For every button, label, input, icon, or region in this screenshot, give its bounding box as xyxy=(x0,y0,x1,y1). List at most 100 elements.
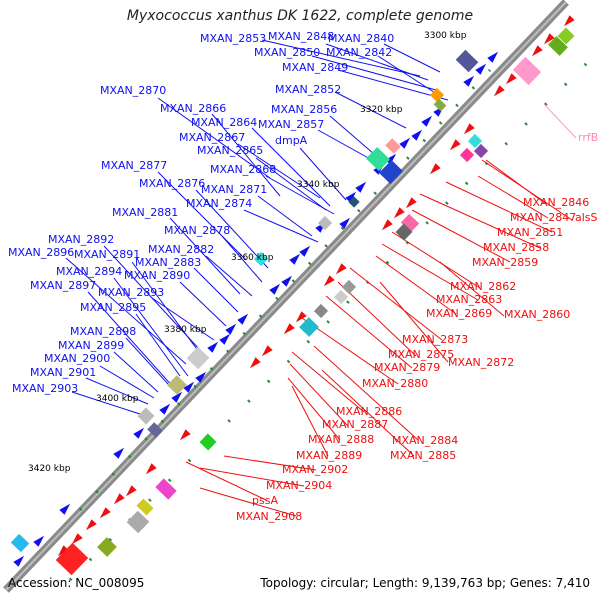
gene-label: MXAN_2847 xyxy=(510,211,576,224)
gene-label: MXAN_2901 xyxy=(30,366,96,379)
gene-label: alsS xyxy=(575,211,598,224)
label-connector xyxy=(169,217,241,295)
label-connector xyxy=(311,55,437,91)
label-connector xyxy=(221,235,263,283)
feature-block xyxy=(97,537,117,557)
label-connector xyxy=(543,103,577,139)
gene-label: MXAN_2873 xyxy=(402,333,468,346)
label-connector xyxy=(211,113,281,197)
gene-arrow xyxy=(269,283,281,295)
gene-label: MXAN_2870 xyxy=(100,84,166,97)
gene-label: MXAN_2858 xyxy=(483,241,549,254)
gene-label: MXAN_2852 xyxy=(275,83,341,96)
feature-block xyxy=(341,279,357,295)
feature-block xyxy=(365,146,391,172)
feature-block xyxy=(317,215,333,231)
gene-label: MXAN_2893 xyxy=(98,286,164,299)
gene-arrow xyxy=(323,275,335,287)
feature-block xyxy=(299,317,319,337)
gene-label: MXAN_2862 xyxy=(450,280,516,293)
feature-block xyxy=(10,533,30,553)
gene-label: dmpA xyxy=(275,134,308,147)
gene-arrow xyxy=(85,519,97,531)
label-connector xyxy=(485,159,547,205)
gene-label: MXAN_2857 xyxy=(258,118,324,131)
feature-block xyxy=(429,87,445,103)
gene-arrow xyxy=(393,207,405,219)
kbp-tick-label: 3420 kbp xyxy=(28,464,71,474)
genome-title: Myxococcus xanthus DK 1622, complete gen… xyxy=(126,8,474,24)
gene-label: MXAN_2891 xyxy=(74,248,140,261)
label-connector xyxy=(135,313,181,377)
label-connector xyxy=(237,143,321,199)
label-connector xyxy=(411,209,511,263)
gene-arrow xyxy=(531,45,543,57)
gene-label: MXAN_2859 xyxy=(472,256,538,269)
gene-label: MXAN_2853 xyxy=(200,32,266,45)
gene-arrow xyxy=(13,555,25,567)
label-connector xyxy=(199,487,297,517)
label-connector xyxy=(299,147,347,201)
label-connector xyxy=(71,391,141,415)
gene-arrow xyxy=(543,33,555,45)
gene-arrow xyxy=(355,181,367,193)
feature-block xyxy=(548,36,568,56)
feature-block xyxy=(385,138,401,154)
gene-label: MXAN_2878 xyxy=(164,224,230,237)
label-connector xyxy=(255,157,327,211)
gene-arrow xyxy=(179,429,191,441)
label-connector xyxy=(391,231,481,289)
label-connector xyxy=(179,281,227,327)
gene-arrow xyxy=(405,197,417,209)
gene-label: MXAN_2875 xyxy=(388,348,454,361)
label-connector xyxy=(325,295,413,369)
gene-label: MXAN_2846 xyxy=(523,196,589,209)
gene-label: MXAN_2867 xyxy=(179,131,245,144)
gene-arrow xyxy=(463,123,475,135)
gene-arrow xyxy=(113,493,125,505)
feature-block xyxy=(186,346,210,370)
feature-block xyxy=(395,223,413,241)
feature-block xyxy=(459,147,475,163)
gene-label: MXAN_2902 xyxy=(282,463,348,476)
gene-label: MXAN_2850 xyxy=(254,46,320,59)
label-connector xyxy=(265,175,335,215)
label-connector xyxy=(349,267,443,341)
label-connector xyxy=(419,193,541,249)
gene-arrow xyxy=(261,345,273,357)
label-connector xyxy=(243,209,319,243)
label-connector xyxy=(251,127,331,207)
label-connector xyxy=(383,43,441,73)
gene-arrow xyxy=(225,323,237,335)
label-connector xyxy=(157,171,247,261)
label-connector xyxy=(113,351,159,393)
gene-arrow xyxy=(113,447,125,459)
label-connector xyxy=(151,297,215,341)
feature-block xyxy=(137,407,155,425)
gene-arrow xyxy=(145,463,157,475)
gene-arrow xyxy=(133,427,145,439)
label-connector xyxy=(329,115,375,155)
feature-block xyxy=(333,289,349,305)
feature-block xyxy=(455,49,479,73)
gene-label: MXAN_2864 xyxy=(191,116,257,129)
gene-arrow xyxy=(289,253,301,265)
gene-arrow xyxy=(381,219,393,231)
label-connectors xyxy=(65,39,573,517)
gene-label: MXAN_2903 xyxy=(12,382,78,395)
gene-arrow xyxy=(219,333,231,345)
gene-label: MXAN_2882 xyxy=(148,243,214,256)
gene-label: MXAN_2899 xyxy=(58,339,124,352)
gene-label: MXAN_2887 xyxy=(322,418,388,431)
gene-arrow xyxy=(59,503,71,515)
label-connector xyxy=(99,365,155,399)
gene-arrow xyxy=(295,311,307,323)
feature-block xyxy=(433,98,447,112)
gene-label: MXAN_2889 xyxy=(296,449,362,462)
label-connector xyxy=(195,189,269,269)
label-connector xyxy=(321,369,415,457)
gene-label: MXAN_2883 xyxy=(135,256,201,269)
gene-label: MXAN_2842 xyxy=(326,46,392,59)
label-connector xyxy=(257,195,313,237)
gene-label: MXAN_2865 xyxy=(197,144,263,157)
